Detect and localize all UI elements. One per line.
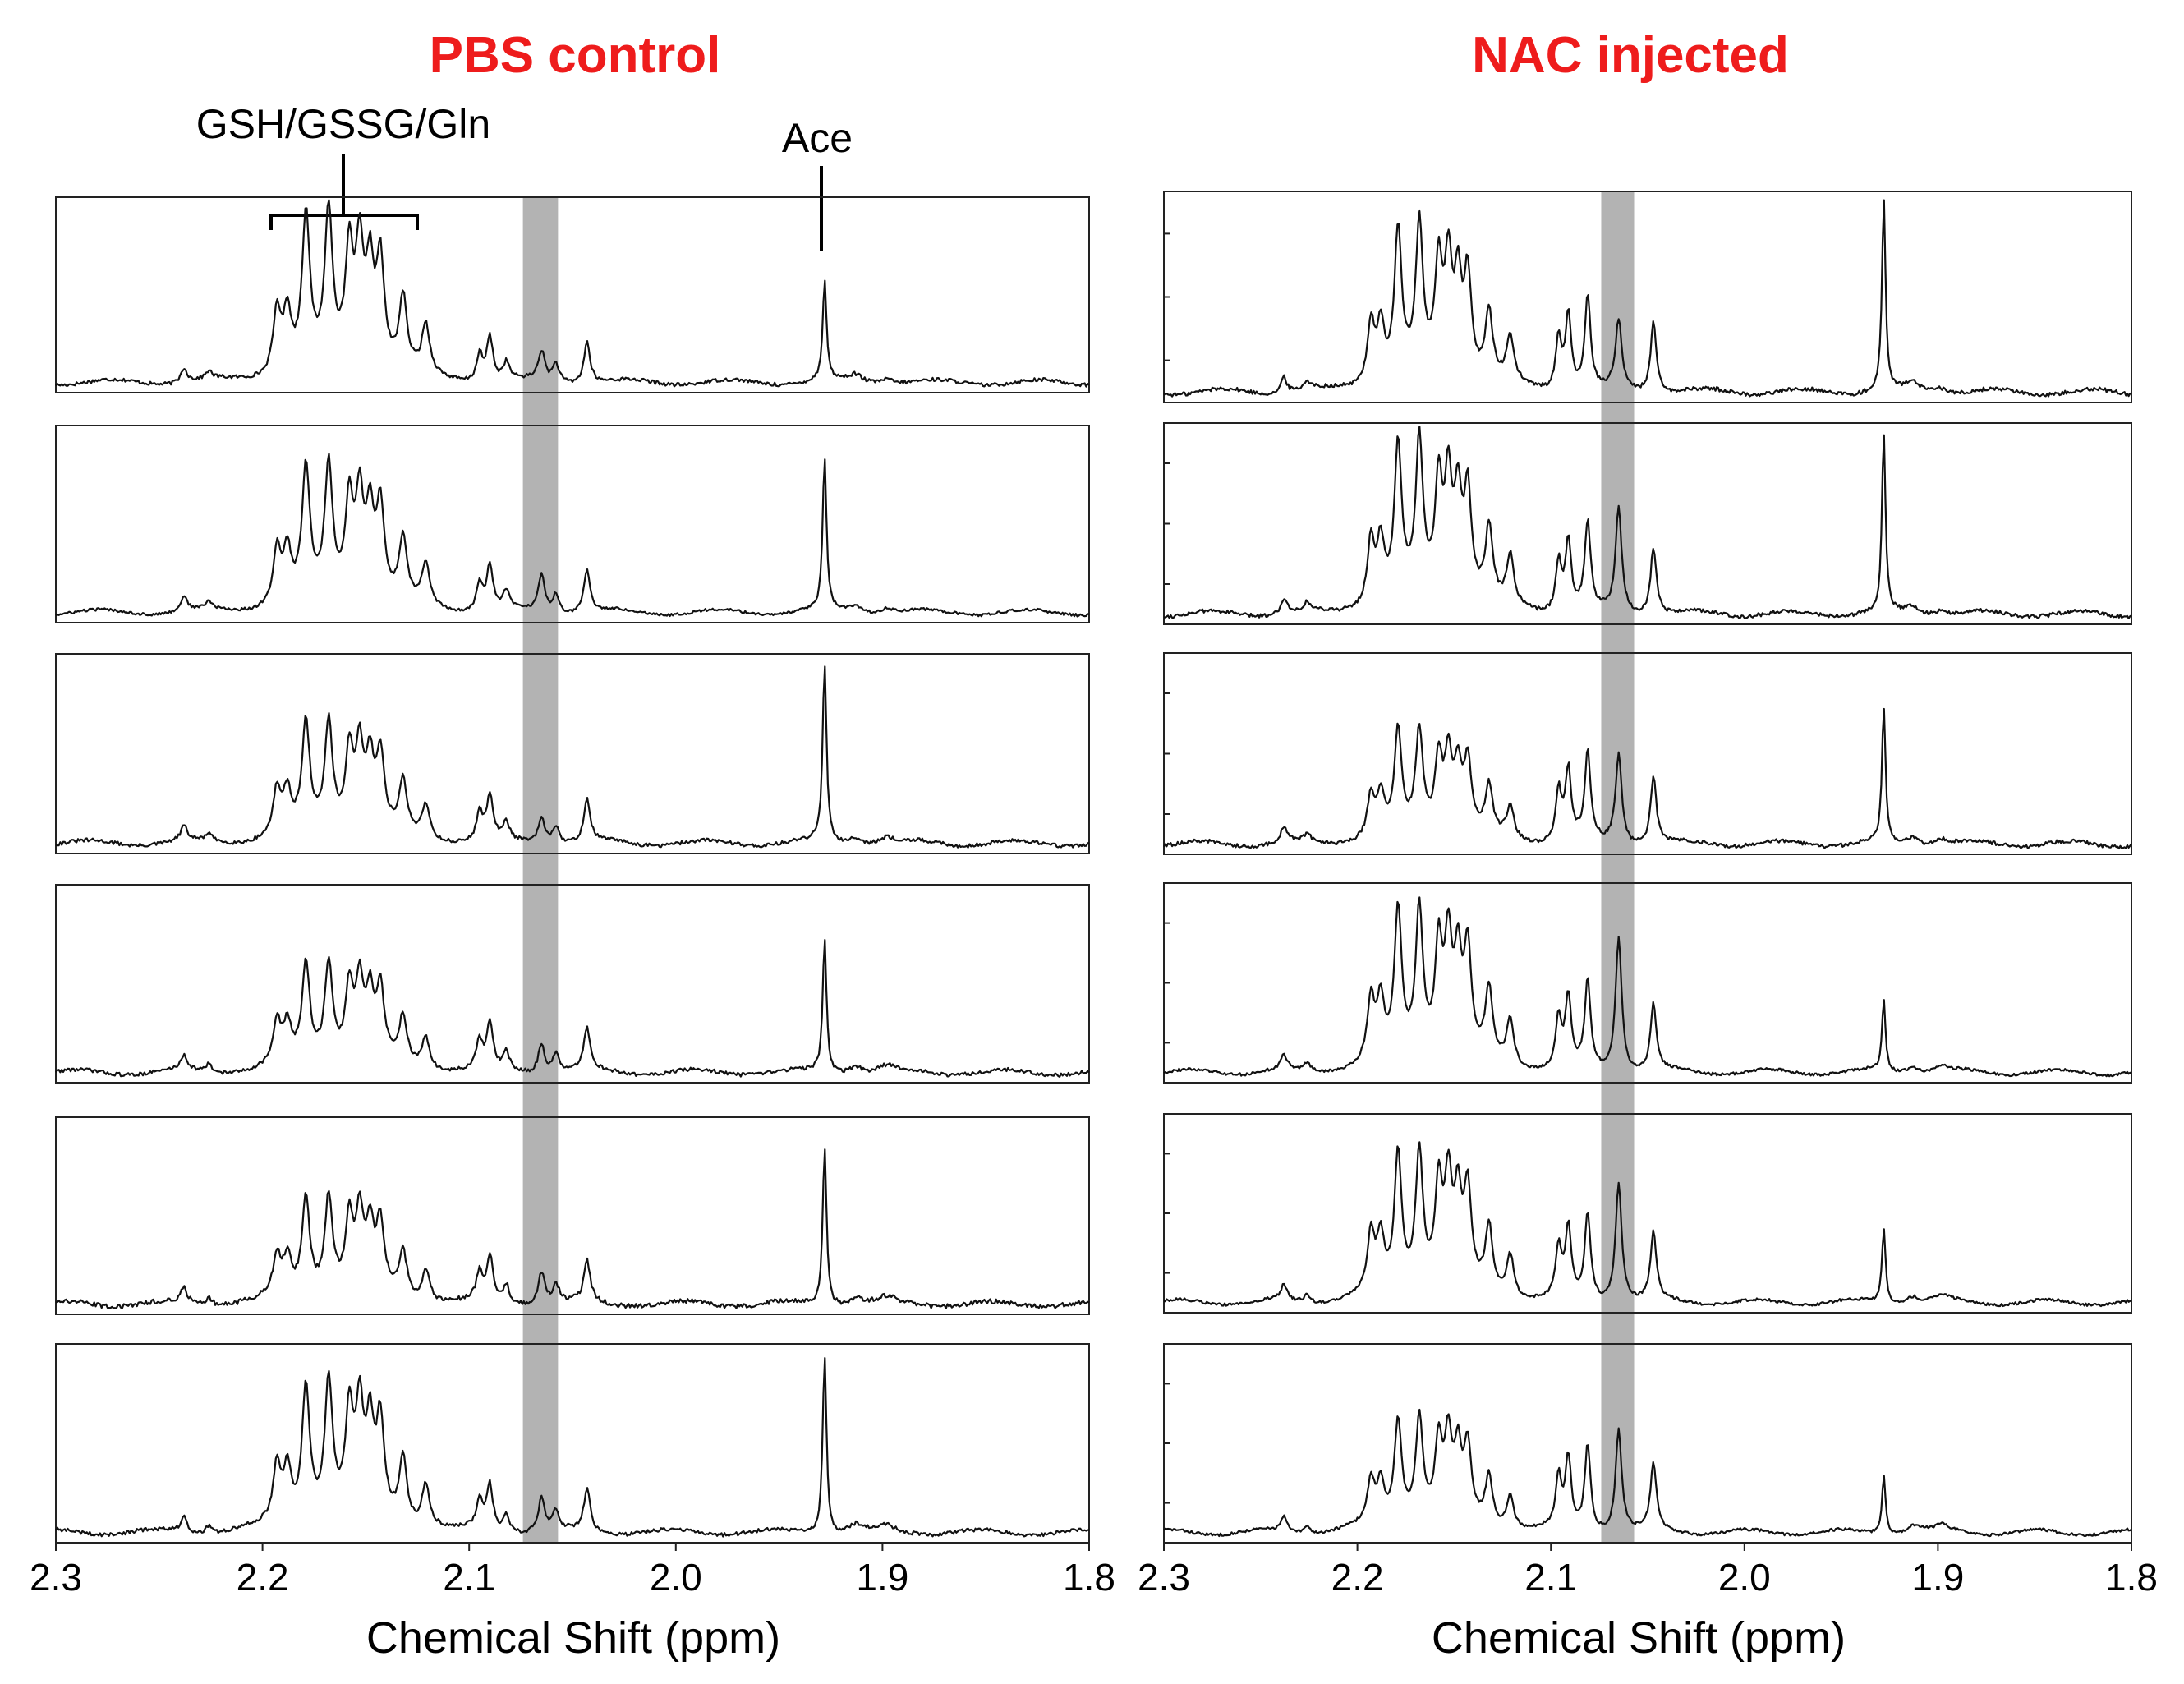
- spectrum-5: [1163, 1113, 2132, 1314]
- spectrum-6: [55, 1343, 1090, 1544]
- spectrum-trace: [1163, 1141, 2132, 1308]
- gsh-bracket: [269, 154, 419, 230]
- spectrum-trace: [55, 939, 1090, 1078]
- x-tick-label: 1.8: [1063, 1556, 1115, 1599]
- panel-pbs-control: 2.3 2.2 2.1 2.0 1.9 1.8: [30, 196, 1115, 1599]
- x-tick-label: 2.0: [1718, 1556, 1771, 1599]
- spectrum-frame: [55, 884, 1090, 1084]
- x-tick-label: 2.1: [443, 1556, 495, 1599]
- x-tick-label: 1.9: [856, 1556, 908, 1599]
- spectrum-frame: [55, 1343, 1090, 1544]
- highlight-band: [1601, 191, 1635, 1543]
- spectrum-trace: [1163, 426, 2132, 619]
- spectrum-2: [55, 425, 1090, 623]
- panel-title-nac-injected: NAC injected: [1472, 27, 1789, 84]
- spectrum-trace: [1163, 1408, 2132, 1538]
- spectrum-frame: [1163, 1343, 2132, 1544]
- spectrum-trace: [55, 453, 1089, 618]
- x-tick-label: 2.2: [237, 1556, 289, 1599]
- spectrum-frame: [55, 653, 1090, 854]
- spectrum-trace: [55, 1357, 1090, 1538]
- spectrum-1: [55, 196, 1090, 393]
- x-tick-label: 2.1: [1524, 1556, 1577, 1599]
- spectrum-2: [1163, 422, 2132, 625]
- x-axis-label-right: Chemical Shift (ppm): [1432, 1613, 1846, 1663]
- spectrum-5: [55, 1116, 1090, 1315]
- spectrum-trace: [1163, 896, 2132, 1078]
- spectrum-frame: [55, 1116, 1090, 1315]
- spectrum-trace: [1163, 199, 2132, 398]
- spectrum-1: [1163, 191, 2132, 403]
- x-tick-label: 2.3: [1138, 1556, 1190, 1599]
- ace-label: Ace: [782, 115, 853, 161]
- x-tick-label: 1.9: [1911, 1556, 1964, 1599]
- x-tick-label: 2.2: [1331, 1556, 1384, 1599]
- spectrum-4: [55, 884, 1090, 1084]
- spectrum-3: [55, 653, 1090, 854]
- spectrum-frame: [55, 196, 1090, 393]
- spectrum-frame: [55, 425, 1090, 623]
- x-tick-label: 1.8: [2105, 1556, 2158, 1599]
- x-tick-label: 2.3: [30, 1556, 82, 1599]
- spectrum-trace: [55, 665, 1090, 849]
- spectrum-4: [1163, 882, 2132, 1084]
- panel-nac-injected: 2.3 2.2 2.1 2.0 1.9 1.8: [1138, 191, 2158, 1599]
- spectrum-trace: [1163, 707, 2132, 850]
- x-tick-label: 2.0: [650, 1556, 702, 1599]
- gsh-gssg-gln-label: GSH/GSSG/Gln: [196, 101, 490, 147]
- spectrum-trace: [55, 1148, 1090, 1309]
- spectrum-trace: [55, 199, 1090, 388]
- spectrum-6: [1163, 1343, 2132, 1544]
- panel-title-pbs-control: PBS control: [430, 27, 721, 84]
- highlight-band: [522, 197, 559, 1543]
- spectrum-3: [1163, 652, 2132, 855]
- x-axis-label-left: Chemical Shift (ppm): [366, 1613, 780, 1663]
